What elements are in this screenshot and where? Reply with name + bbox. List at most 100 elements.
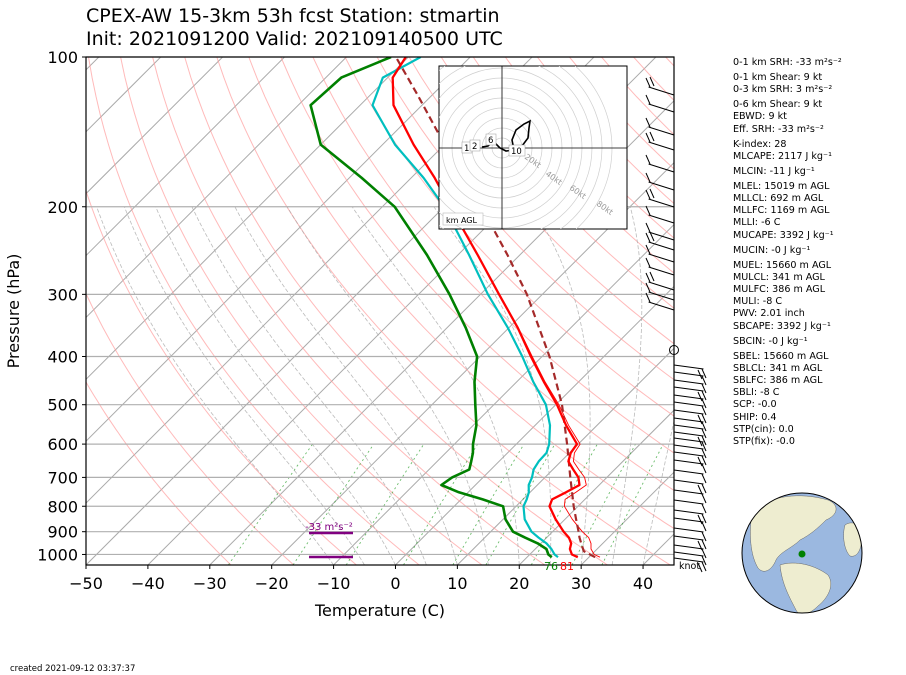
mixing-ratio-line bbox=[403, 443, 478, 565]
wind-barb bbox=[645, 271, 675, 291]
chart-subtitle: Init: 2021091200 Valid: 202109140500 UTC bbox=[86, 28, 503, 50]
x-axis-label: Temperature (C) bbox=[314, 601, 445, 620]
dry-adiabat bbox=[472, 57, 674, 274]
globe-land-south-america bbox=[779, 562, 832, 613]
wind-barb bbox=[673, 364, 707, 380]
x-tick-label: −50 bbox=[69, 574, 103, 593]
wind-barb bbox=[673, 509, 707, 525]
wind-barb bbox=[673, 424, 707, 439]
index-muli: MULI: -8 C bbox=[733, 296, 783, 308]
dry-adiabat bbox=[152, 57, 545, 565]
isotherm-line bbox=[86, 57, 347, 319]
chart-title: CPEX-AW 15-3km 53h fcst Station: stmarti… bbox=[86, 5, 500, 27]
wind-barb bbox=[673, 444, 707, 459]
wind-barb bbox=[673, 544, 707, 559]
y-tick-label: 400 bbox=[47, 348, 78, 367]
hodograph-height-label: 10 bbox=[511, 147, 522, 157]
mixing-ratio-line bbox=[345, 443, 425, 565]
dry-adiabat bbox=[86, 189, 357, 565]
wind-barbs bbox=[645, 76, 707, 573]
isotherm-line bbox=[457, 347, 674, 565]
wind-barb bbox=[673, 394, 707, 409]
wind-barb bbox=[673, 409, 707, 425]
wind-barb bbox=[673, 371, 707, 386]
index-0-1-km-srh: 0-1 km SRH: -33 m²s⁻² bbox=[733, 57, 842, 68]
hodograph-legend: km AGL bbox=[446, 216, 478, 225]
y-tick-label: 300 bbox=[47, 285, 78, 304]
dry-adiabat bbox=[86, 381, 232, 565]
station-marker bbox=[798, 550, 806, 558]
wind-barb bbox=[673, 417, 707, 432]
index-pwv: PWV: 2.01 inch bbox=[733, 308, 805, 320]
wind-barb bbox=[673, 551, 707, 566]
hodograph-height-label: 2 bbox=[472, 142, 477, 152]
globe-outline bbox=[741, 492, 863, 614]
index-0-3-km-srh: 0-3 km SRH: 3 m²s⁻² bbox=[733, 84, 833, 96]
y-tick-label: 800 bbox=[47, 497, 78, 516]
srh-annotation: -33 m²s⁻² bbox=[305, 522, 353, 559]
index-sbcape: SBCAPE: 3392 J kg⁻¹ bbox=[733, 320, 831, 332]
hodograph-height-label: 1 bbox=[464, 144, 469, 154]
wind-barb bbox=[645, 154, 675, 173]
isotherm-line bbox=[86, 57, 409, 381]
index-mllfc: MLLFC: 1169 m AGL bbox=[733, 205, 830, 217]
moist-adiabat bbox=[234, 206, 458, 565]
index-ship: SHIP: 0.4 bbox=[733, 411, 777, 423]
dry-adiabat bbox=[86, 292, 295, 565]
index-sbel: SBEL: 15660 m AGL bbox=[733, 350, 829, 362]
isotherm-line bbox=[86, 57, 162, 133]
globe-land-north-america bbox=[750, 495, 837, 572]
isotherm-line bbox=[209, 100, 674, 565]
srh-label: -33 m²s⁻² bbox=[305, 522, 353, 533]
y-tick-label: 100 bbox=[47, 48, 78, 67]
index-stp-cin-: STP(cin): 0.0 bbox=[733, 423, 794, 435]
wind-barb bbox=[645, 292, 675, 311]
isotherm-line bbox=[86, 57, 223, 195]
dry-adiabat bbox=[184, 57, 608, 565]
isotherm-line bbox=[395, 285, 674, 565]
wind-barb bbox=[645, 188, 675, 208]
isotherm-line bbox=[86, 57, 471, 442]
isotherm-line bbox=[86, 57, 285, 257]
globe-inset bbox=[741, 492, 863, 614]
index-sbli: SBLI: -8 C bbox=[733, 387, 780, 399]
calm-wind-marker bbox=[669, 345, 679, 355]
wind-barb bbox=[645, 257, 675, 276]
surface-dewpoint-label: 76 bbox=[544, 560, 558, 573]
index-ebwd: EBWD: 9 kt bbox=[733, 111, 787, 123]
moist-adiabat bbox=[433, 206, 552, 565]
mixing-ratio-line bbox=[228, 443, 313, 565]
isotherm-line bbox=[271, 161, 674, 565]
x-tick-label: 40 bbox=[633, 574, 653, 593]
dry-adiabat bbox=[120, 57, 483, 565]
mixing-ratio-line bbox=[292, 443, 375, 565]
dry-adiabat bbox=[376, 57, 674, 381]
wind-barb bbox=[645, 94, 675, 113]
x-tick-label: −40 bbox=[131, 574, 165, 593]
wind-barb bbox=[673, 437, 707, 452]
isotherm-line bbox=[580, 471, 674, 565]
dry-adiabat bbox=[216, 57, 671, 565]
wind-barb bbox=[673, 459, 707, 474]
wind-barb bbox=[645, 172, 675, 191]
moist-adiabat bbox=[96, 206, 334, 565]
moist-adiabat bbox=[351, 206, 520, 565]
x-tick-label: −20 bbox=[255, 574, 289, 593]
x-tick-label: 30 bbox=[571, 574, 591, 593]
isotherm-line bbox=[518, 409, 674, 565]
wind-barb bbox=[673, 557, 707, 573]
wind-barb bbox=[673, 535, 707, 551]
wetbulb-trace bbox=[371, 57, 559, 559]
moist-adiabat bbox=[611, 206, 643, 565]
wind-barb bbox=[645, 205, 675, 224]
index-mulfc: MULFC: 386 m AGL bbox=[733, 284, 826, 295]
moist-adiabat bbox=[642, 418, 674, 565]
hodograph-height-label: 6 bbox=[488, 136, 493, 146]
x-tick-label: 0 bbox=[390, 574, 400, 593]
wind-barb bbox=[673, 517, 707, 532]
wind-unit-label: knot bbox=[679, 561, 700, 572]
dry-adiabat bbox=[312, 57, 674, 454]
y-tick-label: 500 bbox=[47, 396, 78, 415]
wind-barb bbox=[645, 76, 675, 96]
